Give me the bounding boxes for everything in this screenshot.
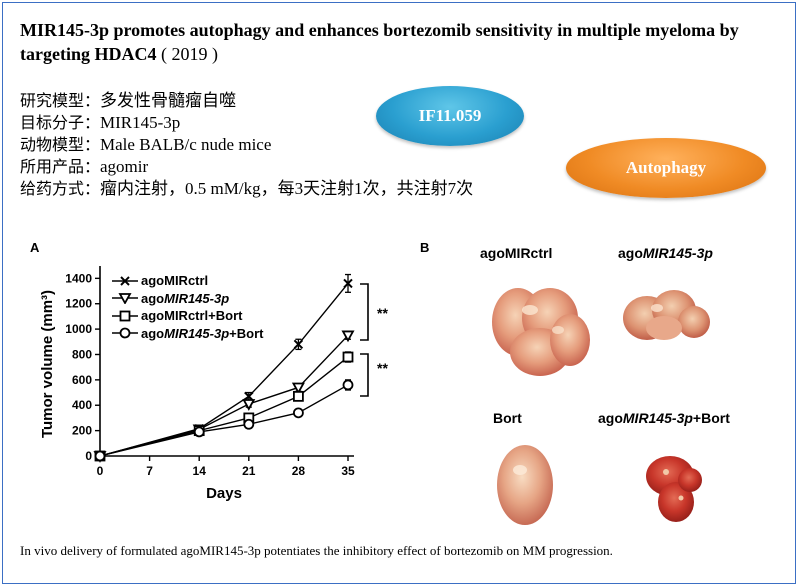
photo-label: agoMIR145-3p: [618, 245, 713, 261]
info-value: agomir: [100, 157, 149, 176]
y-tick-label: 0: [85, 449, 92, 463]
tumor-photo-agomir145: [623, 290, 710, 340]
x-tick-label: 35: [341, 464, 355, 478]
y-tick-label: 200: [72, 424, 92, 438]
info-label: 动物模型：: [20, 135, 101, 154]
legend-label: agoMIRctrl+Bort: [141, 308, 243, 323]
figure-caption: In vivo delivery of formulated agoMIR145…: [20, 543, 613, 558]
y-tick-label: 1200: [65, 297, 92, 311]
series-line: [99, 334, 349, 457]
title-year: ( 2019 ): [160, 44, 218, 64]
data-point: [193, 426, 205, 438]
legend-label-suffix: +Bort: [229, 325, 264, 341]
y-axis-label: Tumor volume (mm³): [39, 290, 56, 438]
significance-brackets: [360, 283, 369, 397]
photo-label: agoMIR145-3p+Bort: [598, 410, 730, 426]
data-point: [293, 339, 304, 350]
x-marker-icon: [112, 276, 138, 286]
data-point: [342, 351, 354, 363]
info-row-model: 研究模型：多发性骨髓瘤自噬: [20, 90, 473, 112]
x-tick-label: 7: [146, 464, 153, 478]
info-label: 所用产品：: [20, 157, 101, 176]
legend-item: ago MIR145-3p +Bort: [112, 325, 263, 343]
legend-label-italic: MIR145-3p: [164, 325, 230, 341]
info-value: Male BALB/c nude mice: [100, 135, 272, 154]
circle-marker-icon: [112, 327, 138, 339]
data-point: [342, 379, 354, 391]
x-tick-label: 0: [97, 464, 104, 478]
legend-item: agoMIRctrl+Bort: [112, 307, 263, 325]
data-point: [343, 278, 353, 289]
significance-mark: **: [377, 305, 388, 321]
data-point: [341, 330, 355, 343]
x-tick-label: 14: [193, 464, 207, 478]
info-row-target: 目标分子：MIR145-3p: [20, 112, 473, 134]
data-point: [243, 418, 255, 430]
data-point: [291, 382, 305, 395]
y-tick-label: 400: [72, 398, 92, 412]
impact-factor-badge: IF11.059: [376, 86, 524, 146]
study-info: 研究模型：多发性骨髓瘤自噬 目标分子：MIR145-3p 动物模型：Male B…: [20, 90, 473, 200]
y-tick-label: 1000: [65, 322, 92, 336]
chart-legend: agoMIRctrl ago MIR145-3p agoMIRctrl+Bort …: [112, 272, 263, 342]
legend-item: agoMIRctrl: [112, 272, 263, 290]
info-value: 瘤内注射，0.5 mM/kg，每3天注射1次，共注射7次: [100, 179, 474, 198]
info-value: MIR145-3p: [100, 113, 181, 132]
data-point: [244, 391, 254, 402]
info-row-dosing: 给药方式：瘤内注射，0.5 mM/kg，每3天注射1次，共注射7次: [20, 178, 473, 200]
legend-label: ago: [141, 290, 165, 306]
y-tick-label: 800: [72, 347, 92, 361]
panel-a-label: A: [30, 240, 40, 255]
y-tick-label: 1400: [65, 271, 92, 285]
info-label: 给药方式：: [20, 179, 101, 198]
x-tick-label: 28: [292, 464, 306, 478]
data-point: [292, 407, 304, 419]
info-label: 研究模型：: [20, 91, 101, 110]
x-axis-label: Days: [206, 485, 242, 502]
paper-title: MIR145-3p promotes autophagy and enhance…: [20, 18, 760, 66]
photo-label: Bort: [493, 410, 522, 426]
tumor-volume-chart: 0 200 400 600 800 1000 1200 1400 0 7 14 21 28 35 Days T…: [39, 266, 355, 502]
title-text: MIR145-3p promotes autophagy and enhance…: [20, 20, 739, 64]
data-point: [94, 450, 106, 462]
tumor-photo-bort: [497, 445, 553, 525]
data-point: [292, 390, 304, 402]
autophagy-badge: Autophagy: [566, 138, 766, 198]
legend-item: ago MIR145-3p: [112, 290, 263, 308]
photo-label: agoMIRctrl: [480, 245, 553, 261]
data-point: [242, 399, 256, 411]
info-value: 多发性骨髓瘤自噬: [100, 91, 237, 110]
tumor-photo-agomir145-bort: [646, 456, 702, 522]
legend-label: ago: [141, 325, 165, 341]
info-row-product: 所用产品：agomir: [20, 156, 473, 178]
y-tick-label: 600: [72, 373, 92, 387]
square-marker-icon: [112, 310, 138, 322]
significance-mark: **: [377, 360, 388, 376]
info-label: 目标分子：: [20, 113, 101, 132]
info-row-animal: 动物模型：Male BALB/c nude mice: [20, 134, 473, 156]
legend-label-italic: MIR145-3p: [164, 290, 230, 306]
triangle-down-marker-icon: [112, 293, 138, 305]
tumor-photo-agomirctrl: [492, 288, 590, 376]
legend-label: agoMIRctrl: [141, 273, 209, 288]
x-tick-label: 21: [242, 464, 256, 478]
panel-b-label: B: [420, 240, 430, 255]
